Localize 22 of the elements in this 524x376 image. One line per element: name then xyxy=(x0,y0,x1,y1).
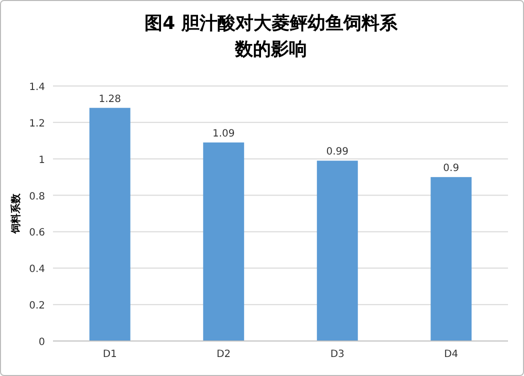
x-tick-label: D1 xyxy=(102,349,117,360)
y-tick-label: 1.4 xyxy=(29,82,45,93)
y-tick-label: 0.6 xyxy=(29,228,45,239)
bar xyxy=(203,142,244,341)
data-label: 0.9 xyxy=(443,163,460,174)
chart-title: 图4 胆汁酸对大菱鲆幼鱼饲料系数的影响 xyxy=(144,12,398,62)
y-tick-label: 0.4 xyxy=(29,264,45,276)
y-tick-label: 0.8 xyxy=(29,191,45,202)
x-tick-label: D2 xyxy=(216,349,231,360)
x-tick-label: D3 xyxy=(330,349,344,360)
y-axis-title: 饲料系数 xyxy=(10,192,22,234)
data-label: 0.99 xyxy=(326,146,349,158)
x-tick-label: D4 xyxy=(444,349,458,360)
y-tick-label: 0.2 xyxy=(29,300,45,312)
bar xyxy=(89,108,130,341)
bar xyxy=(430,177,472,341)
data-label: 1.09 xyxy=(212,128,235,140)
bar xyxy=(316,160,358,341)
data-label: 1.28 xyxy=(98,94,122,105)
y-tick-label: 1 xyxy=(38,154,45,166)
y-tick-label: 0 xyxy=(38,337,45,348)
y-tick-label: 1.2 xyxy=(29,118,45,130)
